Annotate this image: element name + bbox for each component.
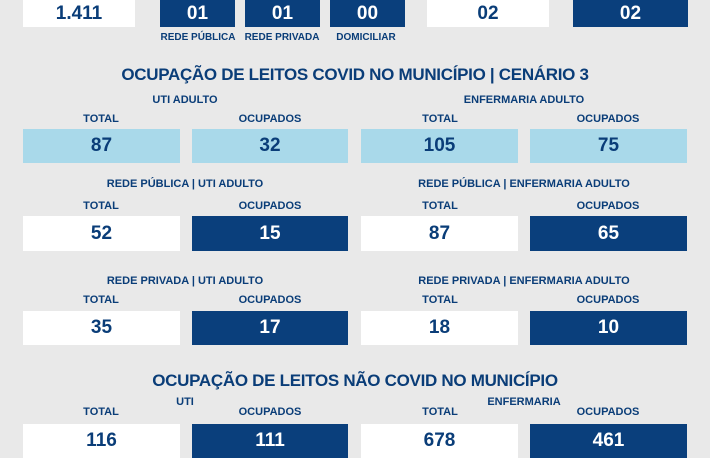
rede-publica-box: 01 — [160, 0, 235, 27]
enfermaria-subtitle: ENFERMARIA — [487, 396, 561, 408]
non-covid-section-title: OCUPAÇÃO DE LEITOS NÃO COVID NO MUNICÍPI… — [152, 371, 558, 390]
covid-section-title: OCUPAÇÃO DE LEITOS COVID NO MUNICÍPIO | … — [121, 65, 589, 84]
total-label: TOTAL — [422, 113, 458, 125]
ocupados-label: OCUPADOS — [238, 294, 302, 306]
enf-group-subtitle: REDE PRIVADA | ENFERMARIA ADULTO — [418, 275, 630, 287]
ocupados-label: OCUPADOS — [576, 200, 640, 212]
total-cases-box: 1.411 — [23, 0, 135, 27]
uti-group-subtitle: REDE PÚBLICA | UTI ADULTO — [106, 178, 264, 190]
domiciliar-box: 00 — [330, 0, 405, 27]
uti-ocupados-box: 32 — [192, 129, 348, 163]
enf-total-box: 105 — [361, 129, 518, 163]
uti-group-subtitle: UTI ADULTO — [152, 94, 218, 106]
ocupados-label: OCUPADOS — [576, 113, 640, 125]
rede-privada-label: REDE PRIVADA — [244, 32, 320, 43]
enf-group-subtitle: REDE PÚBLICA | ENFERMARIA ADULTO — [418, 178, 630, 190]
enf-group-subtitle: ENFERMARIA ADULTO — [463, 94, 585, 106]
uti-total-box: 35 — [23, 311, 180, 345]
total-label: TOTAL — [83, 200, 119, 212]
total-label: TOTAL — [422, 406, 458, 418]
rede-publica-label: REDE PÚBLICA — [160, 32, 236, 43]
total-label: TOTAL — [83, 294, 119, 306]
enf-ocupados-box: 10 — [530, 311, 687, 345]
uti-total-box: 87 — [23, 129, 180, 163]
uti-total-box: 52 — [23, 216, 180, 251]
ocupados-label: OCUPADOS — [238, 406, 302, 418]
stat-box-dark: 02 — [573, 0, 688, 27]
enf-ocupados-box: 461 — [530, 424, 687, 458]
enf-total-box: 678 — [361, 424, 518, 458]
ocupados-label: OCUPADOS — [576, 406, 640, 418]
total-label: TOTAL — [83, 113, 119, 125]
uti-ocupados-box: 111 — [192, 424, 348, 458]
enf-total-box: 18 — [361, 311, 518, 345]
total-label: TOTAL — [422, 294, 458, 306]
uti-total-box: 116 — [23, 424, 180, 458]
domiciliar-label: DOMICILIAR — [336, 32, 396, 43]
enf-total-box: 87 — [361, 216, 518, 251]
enf-ocupados-box: 75 — [530, 129, 687, 163]
stat-box: 02 — [427, 0, 549, 27]
uti-ocupados-box: 17 — [192, 311, 348, 345]
enf-ocupados-box: 65 — [530, 216, 687, 251]
total-label: TOTAL — [83, 406, 119, 418]
uti-ocupados-box: 15 — [192, 216, 348, 251]
ocupados-label: OCUPADOS — [576, 294, 640, 306]
uti-subtitle: UTI — [176, 396, 194, 408]
rede-privada-box: 01 — [245, 0, 320, 27]
total-label: TOTAL — [422, 200, 458, 212]
ocupados-label: OCUPADOS — [238, 200, 302, 212]
uti-group-subtitle: REDE PRIVADA | UTI ADULTO — [106, 275, 264, 287]
ocupados-label: OCUPADOS — [238, 113, 302, 125]
